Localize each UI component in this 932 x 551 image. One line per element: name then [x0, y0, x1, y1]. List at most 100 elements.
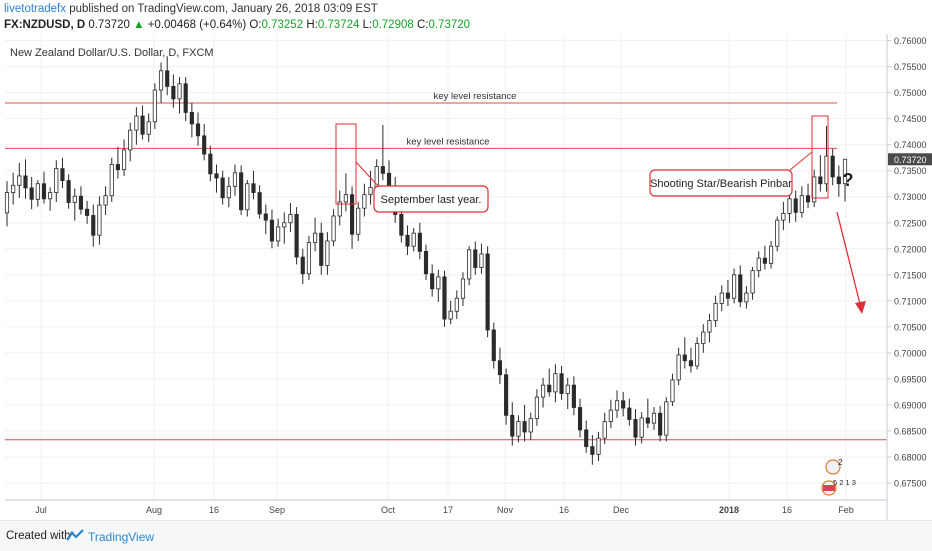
candle-bull [651, 412, 657, 424]
candle-bear [485, 253, 490, 331]
low-value: 0.72908 [372, 19, 414, 31]
candle-bull [553, 373, 558, 393]
candle-bull [177, 83, 182, 100]
close-label: C: [416, 19, 429, 31]
time-tick-label: Oct [381, 505, 396, 515]
candle-bear [60, 168, 65, 182]
candle-bear [522, 421, 527, 433]
candle-bull [343, 194, 348, 203]
open-value: 0.73252 [261, 19, 304, 31]
last-price: 0.73720 [88, 19, 130, 31]
candle-bear [399, 214, 404, 236]
high-value: 0.73724 [317, 19, 360, 31]
candle-bull [35, 183, 40, 200]
candle-bull [799, 195, 804, 213]
candle-bull [325, 240, 330, 266]
candle-bear [645, 417, 650, 424]
candle-bull [97, 204, 102, 236]
tradingview-logo-icon [66, 529, 84, 541]
candle-bear [442, 276, 447, 320]
price-axis[interactable]: 0.76000 0.75500 0.75000 0.74500 0.74000 0.735… [887, 36, 932, 488]
bearish-arrow-head [855, 301, 866, 314]
candle-bull [516, 421, 521, 437]
candle-bear [584, 429, 589, 447]
candle-bear [349, 194, 355, 235]
candle-bear [189, 112, 194, 125]
candle-bull [775, 219, 780, 247]
published-text: published on TradingView.com, January 26… [69, 3, 378, 15]
candle-bear [658, 412, 663, 436]
candle-bull [226, 185, 231, 199]
highlight-box-pinbar [811, 115, 829, 199]
candle-bull [719, 292, 724, 304]
price-tick-label: 0.72000 [894, 244, 927, 254]
candle-bull [362, 194, 367, 209]
price-tick-label: 0.71000 [894, 296, 927, 306]
candle-bull [436, 276, 441, 290]
candle-bull [701, 331, 706, 344]
time-tick-label: Sep [269, 505, 285, 515]
candle-bear [300, 256, 305, 275]
time-axis[interactable]: Jul Aug 16 Sep Oct 17 Nov 16 Dec 2018 16 Feb [35, 505, 854, 515]
time-tick-label: 16 [782, 505, 792, 515]
candle-bear [263, 213, 268, 221]
candle-bear [818, 176, 823, 185]
time-tick-label: Feb [838, 505, 854, 515]
chart-title: New Zealand Dollar/U.S. Dollar, D, FXCM [10, 47, 214, 59]
callout-pointer [789, 151, 813, 171]
candle-bear [195, 123, 201, 137]
resistance-lines: key level resistance key level resistance [5, 91, 887, 441]
candle-bull [4, 192, 10, 214]
candle-bull [787, 198, 792, 214]
candle-bull [288, 214, 293, 224]
candle-bear [621, 400, 626, 409]
current-price-label: 0.73720 [894, 155, 927, 165]
callout-box-pinbar [649, 169, 793, 197]
time-tick-label: 2018 [719, 505, 739, 515]
candle-bull [768, 245, 774, 264]
chart-header: livetotradefx published on TradingView.c… [0, 0, 932, 34]
candle-bull [676, 354, 681, 381]
time-tick-label: 17 [443, 505, 453, 515]
candle-bear [214, 173, 219, 179]
candle-bear [251, 183, 256, 193]
ohlc-bar: FX:NZDUSD, D 0.73720 ▲ +0.00468 (+0.64%)… [4, 19, 470, 31]
open-label: O: [249, 19, 262, 31]
question-mark-annotation: ? [843, 170, 854, 190]
candle-bear [319, 232, 324, 266]
candle-bull [479, 253, 484, 268]
time-tick-label: 16 [209, 505, 219, 515]
price-tick-label: 0.71500 [894, 270, 927, 280]
candle-bear [491, 329, 496, 362]
candle-bear [590, 446, 595, 455]
candle-bull [614, 400, 620, 411]
time-tick-label: Dec [613, 505, 630, 515]
candle-bear [688, 360, 694, 367]
candle-bear [497, 360, 503, 376]
close-value: 0.73720 [428, 19, 471, 31]
price-tick-label: 0.76000 [894, 36, 927, 46]
candle-bear [762, 257, 767, 264]
tradingview-brand[interactable]: TradingView [88, 530, 155, 544]
candle-bear [504, 374, 509, 416]
flag-stripe [823, 485, 835, 491]
candle-bear [559, 373, 564, 394]
candle-bull [713, 303, 718, 322]
candle-bull [756, 257, 761, 272]
candle-bear [140, 115, 145, 135]
candle-bull [11, 184, 16, 193]
up-arrow-icon: ▲ [133, 19, 145, 31]
price-tick-label: 0.67500 [894, 478, 927, 488]
author-link[interactable]: livetotradefx [4, 3, 67, 15]
callout-text-pinbar: Shooting Star/Bearish Pinbar [650, 178, 792, 190]
current-price-tag [888, 153, 932, 166]
price-tick-label: 0.68000 [894, 452, 927, 462]
candle-bear [430, 273, 435, 290]
candle-bull [152, 89, 157, 123]
candle-bull [664, 401, 669, 436]
price-tick-label: 0.75500 [894, 62, 927, 72]
dividend-count: 2 [838, 458, 843, 467]
candle-bear [571, 384, 576, 408]
candle-bear [738, 274, 743, 303]
